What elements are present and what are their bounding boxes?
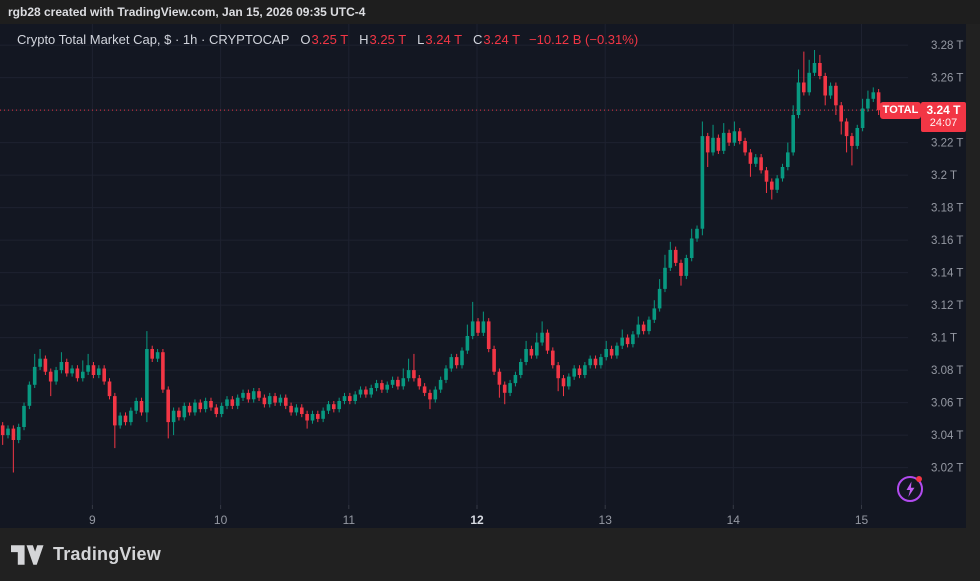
chart-area[interactable]: 3.28 T 3.26 T 3.24 T 3.22 T 3.2 T 3.18 T 3.16 … xyxy=(0,24,966,528)
source-badge: TOTAL xyxy=(880,101,921,119)
ohlc-open: O3.25 T xyxy=(300,32,348,47)
attribution-bar: rgb28 created with TradingView.com, Jan … xyxy=(0,0,980,24)
low-label: L xyxy=(417,32,425,47)
time-tick-label: 10 xyxy=(214,513,228,527)
price-tick-label: 3.08 T xyxy=(931,365,963,377)
last-price-value: 3.24 T xyxy=(926,102,961,117)
open-value: 3.25 T xyxy=(311,32,349,47)
price-tick-label: 3.26 T xyxy=(931,73,963,85)
price-tick-label: 3.22 T xyxy=(931,138,963,150)
price-tick-label: 3.12 T xyxy=(931,300,963,312)
ohlc-close: C3.24 T xyxy=(473,32,520,47)
lightning-bolt-icon xyxy=(906,481,915,497)
price-tick-label: 3.28 T xyxy=(931,40,963,52)
low-value: 3.24 T xyxy=(425,32,463,47)
price-tick-label: 3.16 T xyxy=(931,235,963,247)
open-label: O xyxy=(300,32,311,47)
time-tick-label: 9 xyxy=(89,513,96,527)
price-tick-label: 3.18 T xyxy=(931,203,963,215)
time-tick-label: 11 xyxy=(343,513,356,527)
ohlc-low: L3.24 T xyxy=(417,32,462,47)
price-tick-label: 3.1 T xyxy=(931,333,957,345)
high-label: H xyxy=(359,32,369,47)
price-tick-label: 3.02 T xyxy=(931,463,963,475)
countdown-timer: 24:07 xyxy=(929,116,958,129)
grid-lines xyxy=(0,24,908,509)
close-label: C xyxy=(473,32,483,47)
price-tick-label: 3.2 T xyxy=(931,170,957,182)
ohlc-high: H3.25 T xyxy=(359,32,406,47)
time-tick-label: 12 xyxy=(470,513,484,527)
lightning-button[interactable] xyxy=(897,476,923,502)
candlestick-series xyxy=(0,50,881,473)
price-chart-canvas: 3.28 T 3.26 T 3.24 T 3.22 T 3.2 T 3.18 T 3.16 … xyxy=(0,24,963,527)
tradingview-logo-icon[interactable] xyxy=(11,543,44,567)
last-price-label: 3.24 T 24:07 xyxy=(921,101,966,132)
price-tick-label: 3.04 T xyxy=(931,430,963,442)
time-tick-label: 14 xyxy=(727,513,741,527)
price-tick-label: 3.14 T xyxy=(931,268,963,280)
close-value: 3.24 T xyxy=(483,32,521,47)
tradingview-wordmark[interactable]: TradingView xyxy=(53,544,161,564)
notification-dot xyxy=(916,476,922,482)
footer-bar: TradingView xyxy=(0,528,980,581)
change-value: −10.12 B (−0.31%) xyxy=(529,32,639,47)
attribution-text: rgb28 created with TradingView.com, Jan … xyxy=(8,5,366,19)
high-value: 3.25 T xyxy=(369,32,407,47)
price-tick-label: 3.06 T xyxy=(931,398,963,410)
time-tick-label: 13 xyxy=(599,513,613,527)
symbol-title[interactable]: Crypto Total Market Cap, $ · 1h · CRYPTO… xyxy=(17,32,290,47)
symbol-legend[interactable]: Crypto Total Market Cap, $ · 1h · CRYPTO… xyxy=(17,32,638,47)
time-tick-label: 15 xyxy=(855,513,869,527)
axis-labels: 3.28 T 3.26 T 3.24 T 3.22 T 3.2 T 3.18 T 3.16 … xyxy=(89,40,963,527)
